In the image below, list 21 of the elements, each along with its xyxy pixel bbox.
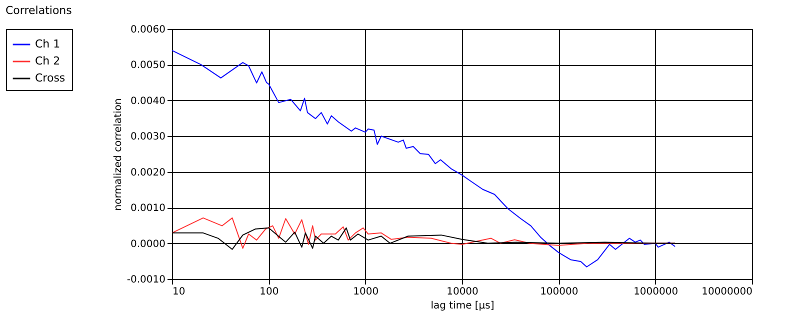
x-tick-label: 100000 <box>540 286 578 298</box>
x-tick-label: 10000000 <box>702 286 752 298</box>
y-axis-title: normalized correlation <box>112 98 124 211</box>
y-tick-label: 0.0030 <box>130 132 166 143</box>
y-tick-label: 0.0040 <box>130 96 166 107</box>
x-tick-label: 100 <box>260 286 279 298</box>
text: Correlations <box>6 4 72 17</box>
y-tick-label: 0.0000 <box>130 238 166 250</box>
y-tick-label: 0.0020 <box>130 167 166 178</box>
x-tick-label: 1000 <box>353 286 379 298</box>
y-tick-label: 0.0050 <box>130 60 166 72</box>
legend-label: Cross <box>35 72 66 84</box>
x-axis-title: lag time [µs] <box>430 300 494 312</box>
legend-label: Ch 1 <box>35 38 60 50</box>
y-tick-label: 0.0060 <box>130 24 166 36</box>
x-tick-label: 10000 <box>446 286 478 298</box>
x-tick-label: 1000000 <box>634 286 678 298</box>
x-tick-label: 10 <box>172 286 186 298</box>
legend-label: Ch 2 <box>35 54 60 68</box>
y-tick-label: 0.0010 <box>130 203 166 214</box>
y-tick-label: -0.0010 <box>126 274 166 286</box>
